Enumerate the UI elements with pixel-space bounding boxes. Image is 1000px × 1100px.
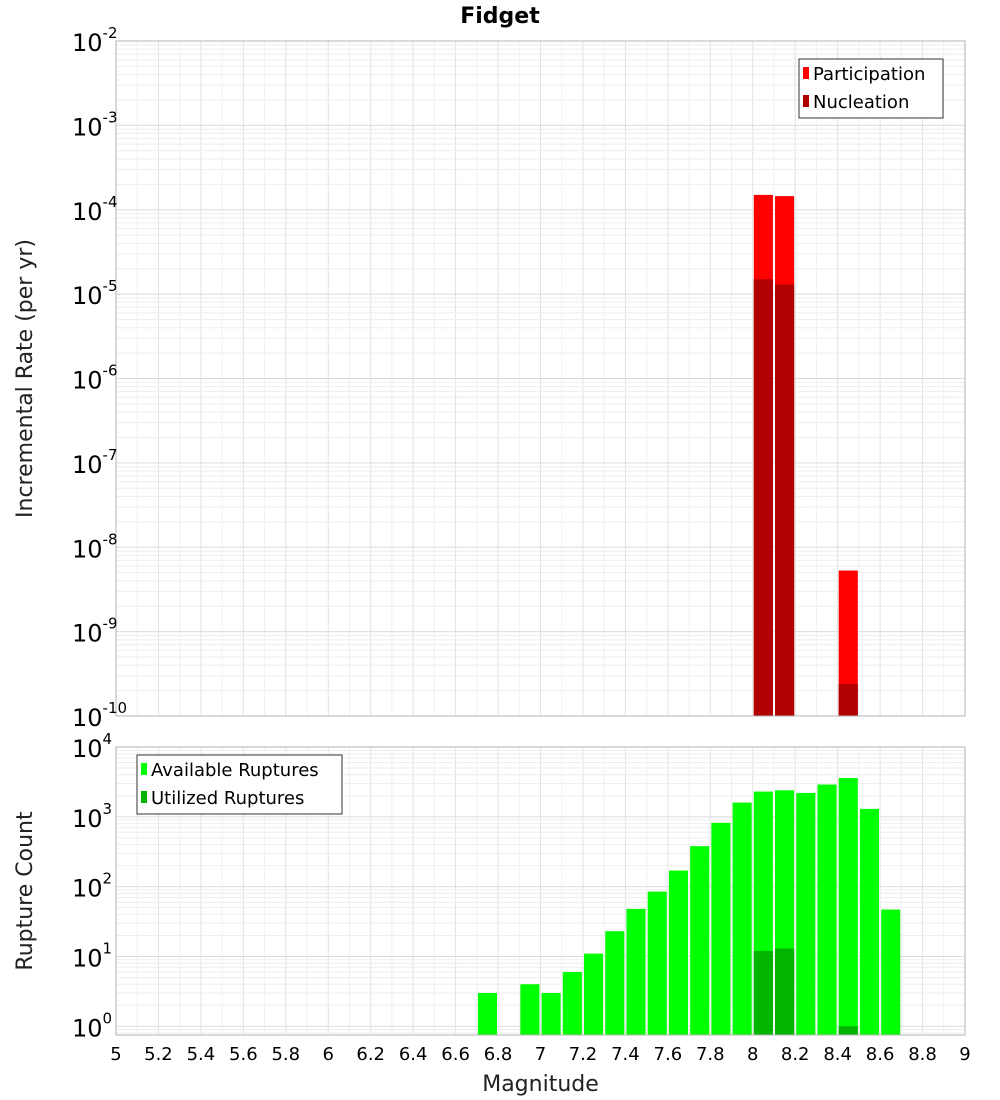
x-tick-label: 8.2: [781, 1044, 810, 1065]
y-tick-label: 10-7: [72, 446, 118, 479]
rate-bar-primary: [838, 570, 858, 716]
y-tick-label: 103: [72, 800, 112, 833]
x-tick-label: 6.8: [484, 1044, 513, 1065]
legend-swatch: [803, 95, 809, 107]
x-tick-label: 5: [110, 1044, 121, 1065]
magnitude-x-axis-label: Magnitude: [482, 1072, 599, 1097]
count-bar-primary: [732, 802, 752, 1035]
x-tick-label: 5.6: [229, 1044, 258, 1065]
chart-title: Fidget: [460, 4, 540, 29]
y-tick-label: 10-2: [72, 24, 118, 57]
count-bar-primary: [711, 822, 731, 1035]
count-bar-primary: [626, 908, 646, 1035]
count-bar-primary: [541, 992, 561, 1035]
legend-box: [798, 58, 944, 119]
x-tick-label: 7.6: [654, 1044, 683, 1065]
x-tick-label: 6.4: [399, 1044, 428, 1065]
y-tick-label: 101: [72, 939, 112, 972]
x-tick-label: 8.4: [823, 1044, 852, 1065]
y-tick-label: 10-4: [72, 193, 118, 226]
y-tick-label: 10-3: [72, 108, 118, 141]
count-bar-primary: [796, 792, 816, 1035]
y-tick-label: 100: [72, 1009, 112, 1042]
rate-panel: 10-10 10-9 10-8 10-7 10-6 10-5 10-4 10-3 10-2 In…: [13, 24, 966, 732]
rate-y-ticks: 10-10 10-9 10-8 10-7 10-6 10-5 10-4 10-3 10-2: [72, 24, 127, 732]
x-tick-label: 5.2: [144, 1044, 173, 1065]
count-bar-primary: [817, 784, 837, 1035]
legend-swatch: [803, 67, 809, 79]
rate-grid: [115, 40, 966, 717]
count-bar-primary: [584, 953, 604, 1035]
count-y-axis-label: Rupture Count: [13, 811, 38, 971]
legend-swatch: [141, 791, 147, 803]
rate-plot-frame: [115, 40, 966, 717]
y-tick-label: 10-10: [72, 699, 127, 732]
count-bar-primary: [881, 909, 901, 1035]
x-tick-label: 7: [535, 1044, 546, 1065]
count-bar-primary: [859, 808, 880, 1035]
x-tick-label: 6.2: [356, 1044, 385, 1065]
x-tick-label: 6: [323, 1044, 334, 1065]
y-tick-label: 10-8: [72, 530, 118, 563]
rate-y-axis-label: Incremental Rate (per yr): [13, 239, 38, 518]
y-tick-label: 104: [72, 730, 112, 763]
legend-label: Available Ruptures: [151, 760, 319, 781]
x-tick-label: 8.6: [866, 1044, 895, 1065]
count-bar-primary: [647, 891, 667, 1035]
rate-bars: [753, 194, 858, 716]
count-bar-primary: [520, 984, 540, 1035]
count-bar-primary: [477, 992, 497, 1035]
x-tick-label: 7.4: [611, 1044, 640, 1065]
y-tick-label: 10-5: [72, 277, 118, 310]
y-tick-label: 10-9: [72, 615, 118, 648]
legend-label: Nucleation: [813, 92, 909, 113]
count-bar-primary: [605, 931, 625, 1035]
rate-bar-secondary: [775, 284, 795, 716]
count-y-ticks: 100 101 102 103 104: [72, 730, 112, 1042]
count-bar-primary: [690, 846, 710, 1035]
y-tick-label: 10-6: [72, 362, 118, 395]
rate-legend: Participation Nucleation: [798, 58, 944, 119]
magnitude-x-ticks: 5 5.2 5.4 5.6 5.8 6 6.2 6.4 6.6 6.8 7 7.2 7.4 7.6 7.8 8…: [110, 1044, 970, 1065]
x-tick-label: 6.6: [441, 1044, 470, 1065]
x-tick-label: 5.8: [271, 1044, 300, 1065]
count-bar-secondary: [838, 1026, 858, 1035]
y-tick-label: 102: [72, 870, 112, 903]
count-bar-secondary: [753, 950, 773, 1035]
x-tick-label: 5.4: [187, 1044, 216, 1065]
rate-bar-secondary: [838, 683, 858, 716]
count-bar-primary: [668, 870, 689, 1035]
legend-box: [136, 754, 343, 815]
count-panel: 100 101 102 103 104 5 5.2 5.4 5.6 5.8 6 6.2 6.4 6.6 6…: [13, 730, 971, 1097]
legend-label: Utilized Ruptures: [151, 788, 304, 809]
x-tick-label: 7.2: [569, 1044, 598, 1065]
x-tick-label: 9: [959, 1044, 970, 1065]
x-tick-label: 8: [747, 1044, 758, 1065]
rate-bar-secondary: [753, 279, 773, 716]
legend-label: Participation: [813, 64, 925, 85]
count-bar-primary: [838, 777, 858, 1035]
count-plot-frame: [115, 746, 966, 1036]
legend-swatch: [141, 763, 147, 775]
x-tick-label: 8.8: [908, 1044, 937, 1065]
x-tick-label: 7.8: [696, 1044, 725, 1065]
count-bar-secondary: [775, 948, 795, 1035]
count-bar-primary: [562, 971, 582, 1035]
count-legend: Available Ruptures Utilized Ruptures: [136, 754, 343, 815]
count-bars: [477, 777, 901, 1035]
